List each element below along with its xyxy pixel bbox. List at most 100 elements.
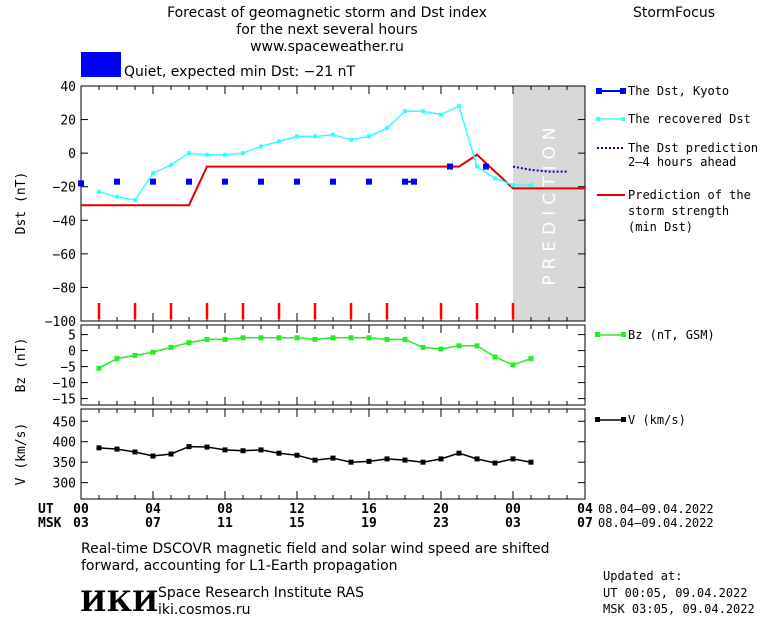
v-ytick-label: 350 xyxy=(53,456,76,471)
legend-bz-point xyxy=(621,332,626,337)
v-panel: 450 400 350 300 V (km/s) xyxy=(14,408,586,500)
bz-ytick-label: −10 xyxy=(53,377,76,392)
dst-ytick-label: −100 xyxy=(45,315,76,330)
recovered-dst-point xyxy=(259,144,263,149)
institute-site[interactable]: iki.cosmos.ru xyxy=(158,602,250,618)
kyoto-dst-point xyxy=(366,178,372,185)
ut-tick-label: 04 xyxy=(577,502,593,517)
bz-point xyxy=(402,336,408,342)
source-url[interactable]: www.spaceweather.ru xyxy=(250,39,404,55)
bz-point xyxy=(168,344,174,350)
bz-y-axis-label: Bz (nT) xyxy=(14,338,29,393)
bz-point xyxy=(330,335,336,341)
recovered-dst-point xyxy=(439,112,443,117)
bz-point xyxy=(150,349,156,355)
bz-point xyxy=(204,336,210,342)
bz-panel: 50−5−10−15 Bz (nT) xyxy=(14,324,586,408)
bz-point xyxy=(312,336,318,342)
recovered-dst-point xyxy=(511,183,515,188)
kyoto-dst-point xyxy=(483,163,489,170)
dst-prediction-line xyxy=(512,165,567,173)
recovered-dst-point xyxy=(385,125,389,130)
recovered-dst-point xyxy=(241,151,245,156)
bz-point xyxy=(294,335,300,341)
dst-y-axis-label: Dst (nT) xyxy=(14,172,29,235)
iki-logo: ИКИ xyxy=(80,585,158,618)
recovered-dst-point xyxy=(169,162,173,167)
recovered-dst-point xyxy=(331,132,335,137)
v-point xyxy=(456,450,462,456)
ut-tick-label: 12 xyxy=(289,502,305,517)
recovered-dst-point xyxy=(313,134,317,139)
legend-v-point xyxy=(621,417,626,422)
v-ytick-label: 300 xyxy=(53,477,76,492)
brand-name: StormFocus xyxy=(633,5,715,21)
dst-panel: PREDICTION 40 20 0 −20 −40 −60 −80 −100 Dst (nT… xyxy=(14,80,586,330)
dst-ytick-label: 20 xyxy=(60,114,76,129)
bz-point xyxy=(96,365,102,371)
v-point xyxy=(294,452,300,458)
dst-ytick-label: 0 xyxy=(68,147,76,162)
bz-point xyxy=(276,335,282,341)
v-point xyxy=(114,446,120,452)
recovered-dst-point xyxy=(295,134,299,139)
recovered-dst-point xyxy=(457,104,461,109)
legend-recovered-point xyxy=(596,117,600,121)
legend-strength-line1: Prediction of the xyxy=(628,188,751,202)
v-point xyxy=(168,451,174,457)
v-point xyxy=(240,448,246,454)
recovered-dst-point xyxy=(493,176,497,181)
legend-kyoto-point xyxy=(620,88,626,94)
institute-name: Space Research Institute RAS xyxy=(158,585,364,601)
bz-point xyxy=(366,335,372,341)
legend-v-point xyxy=(595,417,600,422)
v-point xyxy=(96,445,102,451)
kyoto-dst-point xyxy=(330,178,336,185)
bz-point xyxy=(348,335,354,341)
legend-kyoto-point xyxy=(596,88,602,94)
v-plot-frame xyxy=(80,408,586,500)
v-point xyxy=(438,456,444,462)
bz-point xyxy=(132,352,138,358)
bz-point xyxy=(492,354,498,360)
kyoto-dst-point xyxy=(222,178,228,185)
v-point xyxy=(528,459,534,465)
status-text: Quiet, expected min Dst: −21 nT xyxy=(124,64,356,80)
recovered-dst-point xyxy=(205,152,209,157)
recovered-dst-point xyxy=(133,198,137,203)
msk-tick-label: 23 xyxy=(433,516,449,531)
recovered-dst-line xyxy=(98,105,531,201)
bz-point xyxy=(384,336,390,342)
bz-point xyxy=(114,356,120,362)
msk-tick-label: 07 xyxy=(145,516,161,531)
bz-line xyxy=(98,337,532,369)
prediction-zone xyxy=(513,86,585,321)
updated-msk: MSK 03:05, 09.04.2022 xyxy=(603,602,755,616)
dst-ytick-label: −60 xyxy=(53,248,76,263)
bz-ytick-label: −15 xyxy=(53,393,76,408)
kyoto-dst-point xyxy=(186,178,192,185)
bz-ytick-label: 0 xyxy=(68,345,76,360)
v-point xyxy=(474,456,480,462)
ut-tick-label: 00 xyxy=(505,502,521,517)
legend: The Dst, Kyoto The recovered Dst The Dst… xyxy=(595,84,758,427)
bz-ytick-label: 5 xyxy=(68,329,76,344)
v-ytick-label: 400 xyxy=(53,436,76,451)
recovered-dst-point xyxy=(187,151,191,156)
v-point xyxy=(420,459,426,465)
title-line-2: for the next several hours xyxy=(236,22,417,38)
ut-axis-label: UT xyxy=(38,502,54,517)
msk-tick-label: 15 xyxy=(289,516,305,531)
bz-point xyxy=(438,346,444,352)
legend-prediction-line1: The Dst prediction xyxy=(628,141,758,155)
v-point xyxy=(492,460,498,466)
bz-point xyxy=(420,344,426,350)
recovered-dst-point xyxy=(403,109,407,114)
recovered-dst-point xyxy=(97,189,101,194)
recovered-dst-point xyxy=(115,194,119,199)
msk-tick-label: 19 xyxy=(361,516,377,531)
bz-plot-frame xyxy=(80,324,586,406)
recovered-dst-point xyxy=(529,183,533,188)
recovered-dst-point xyxy=(421,109,425,114)
